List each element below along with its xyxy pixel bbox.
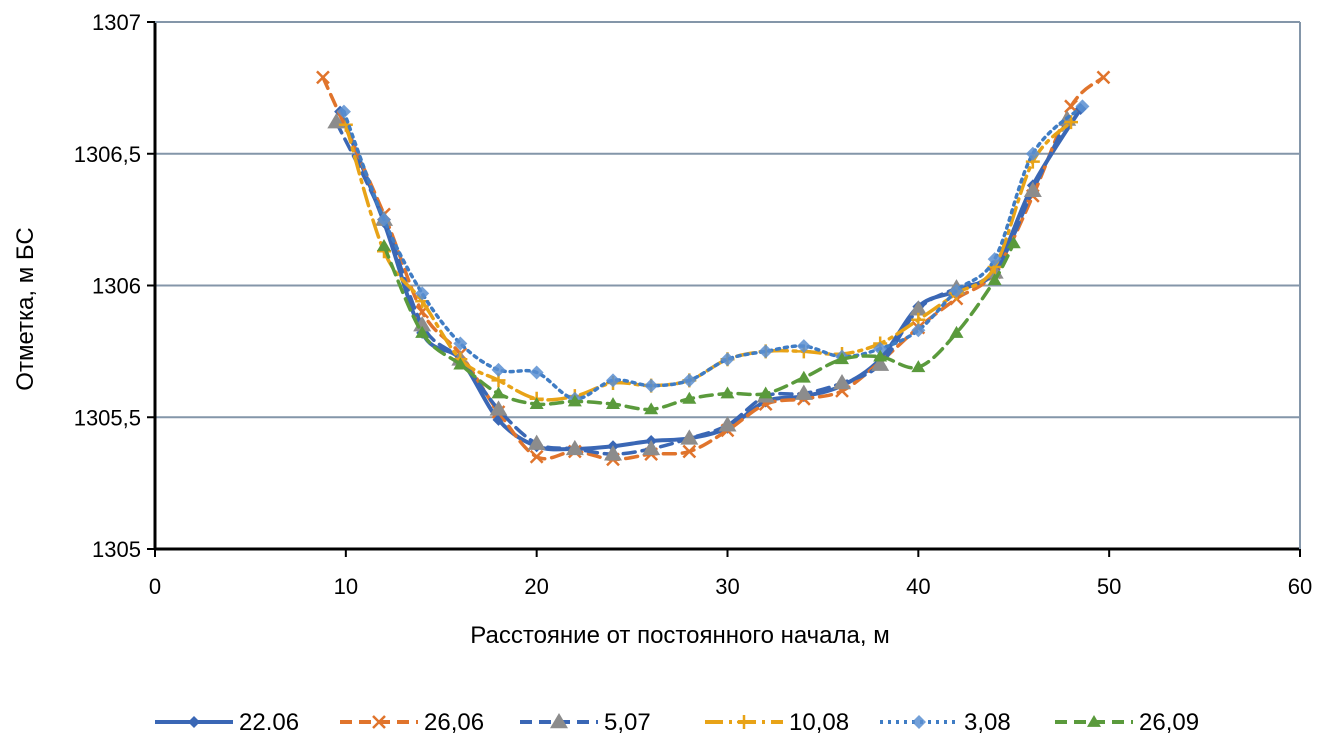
legend-item: 10,08 bbox=[705, 709, 849, 736]
data-point bbox=[336, 104, 351, 119]
data-point bbox=[912, 715, 926, 729]
data-point bbox=[911, 360, 926, 373]
x-tick-label: 0 bbox=[149, 574, 161, 599]
data-point bbox=[491, 386, 506, 399]
data-point bbox=[833, 373, 851, 390]
data-point bbox=[949, 283, 964, 298]
data-point bbox=[796, 339, 811, 354]
data-point bbox=[453, 357, 468, 370]
legend: 22.06 26,06 5,07 10,08 3,08 26,09 bbox=[155, 709, 1199, 736]
series-line bbox=[338, 106, 1083, 452]
data-point bbox=[642, 439, 661, 456]
data-point bbox=[188, 716, 200, 728]
data-point bbox=[567, 394, 582, 407]
data-point bbox=[489, 400, 508, 416]
legend-label: 5,07 bbox=[604, 709, 651, 736]
legend-label: 22.06 bbox=[239, 709, 299, 736]
data-point bbox=[1006, 236, 1021, 249]
data-point bbox=[949, 325, 964, 338]
series-6 bbox=[377, 236, 1021, 415]
x-tick-label: 20 bbox=[524, 574, 548, 599]
data-point bbox=[987, 273, 1002, 286]
series-4 bbox=[338, 115, 1078, 406]
legend-item: 26,06 bbox=[340, 709, 484, 736]
data-point bbox=[550, 713, 568, 729]
data-point bbox=[453, 336, 468, 351]
x-tick-label: 50 bbox=[1097, 574, 1121, 599]
x-tick-label: 10 bbox=[334, 574, 358, 599]
data-point bbox=[316, 70, 330, 85]
legend-label: 26,09 bbox=[1139, 709, 1199, 736]
data-point bbox=[1087, 715, 1101, 727]
y-tick-label: 1306 bbox=[92, 274, 141, 299]
y-tick-label: 1305,5 bbox=[74, 405, 141, 430]
x-tick-label: 40 bbox=[906, 574, 930, 599]
data-point bbox=[604, 445, 622, 461]
data-point bbox=[794, 384, 813, 400]
data-point bbox=[911, 323, 926, 338]
y-axis-title: Отметка, м БС bbox=[12, 227, 39, 390]
legend-item: 5,07 bbox=[520, 709, 651, 736]
data-point bbox=[987, 252, 1002, 267]
data-point bbox=[909, 300, 928, 316]
data-point bbox=[529, 397, 544, 409]
data-point bbox=[1075, 99, 1090, 114]
series-5 bbox=[336, 99, 1090, 406]
data-point bbox=[1025, 146, 1040, 161]
data-point bbox=[529, 365, 544, 380]
data-point bbox=[873, 341, 888, 356]
data-point bbox=[682, 391, 697, 404]
data-point bbox=[682, 444, 697, 459]
data-point bbox=[682, 373, 697, 388]
x-tick-labels: 0 10 20 30 40 50 60 bbox=[149, 574, 1312, 599]
data-point bbox=[491, 362, 506, 377]
data-point bbox=[644, 378, 659, 393]
data-point bbox=[1096, 70, 1111, 85]
data-point bbox=[835, 352, 849, 365]
data-point bbox=[720, 386, 735, 399]
data-point bbox=[606, 397, 620, 409]
series-line bbox=[382, 241, 1016, 412]
legend-item: 3,08 bbox=[880, 709, 1011, 736]
y-tick-label: 1307 bbox=[92, 10, 141, 35]
data-point bbox=[415, 325, 430, 338]
legend-label: 26,06 bbox=[424, 709, 484, 736]
data-point bbox=[415, 286, 430, 301]
data-point bbox=[758, 386, 773, 399]
legend-label: 10,08 bbox=[789, 709, 849, 736]
data-point bbox=[644, 402, 659, 415]
data-point bbox=[718, 416, 737, 432]
data-point bbox=[680, 429, 699, 445]
data-point bbox=[720, 352, 735, 367]
data-point bbox=[1023, 181, 1042, 197]
y-tick-label: 1305 bbox=[92, 537, 141, 562]
data-point bbox=[606, 373, 620, 388]
data-point bbox=[796, 370, 811, 383]
data-point bbox=[873, 349, 888, 362]
data-point bbox=[565, 439, 584, 456]
legend-item: 26,09 bbox=[1055, 709, 1199, 736]
data-point bbox=[1064, 115, 1078, 130]
axes bbox=[147, 21, 1301, 557]
data-point bbox=[758, 344, 773, 359]
series-group bbox=[316, 70, 1111, 467]
series-2 bbox=[316, 70, 1111, 467]
data-point bbox=[372, 715, 386, 729]
legend-item: 22.06 bbox=[155, 709, 299, 736]
x-tick-label: 60 bbox=[1288, 574, 1312, 599]
data-point bbox=[871, 355, 890, 371]
y-tick-label: 1306,5 bbox=[74, 142, 141, 167]
data-point bbox=[527, 434, 546, 450]
data-point bbox=[529, 449, 544, 464]
data-point bbox=[377, 212, 391, 227]
data-point bbox=[737, 715, 751, 729]
y-tick-labels: 1305 1305,5 1306 1306,5 1307 bbox=[74, 10, 141, 562]
data-point bbox=[377, 238, 391, 251]
x-axis-title: Расстояние от постоянного начала, м bbox=[470, 622, 889, 649]
legend-label: 3,08 bbox=[964, 709, 1011, 736]
x-tick-label: 30 bbox=[715, 574, 739, 599]
